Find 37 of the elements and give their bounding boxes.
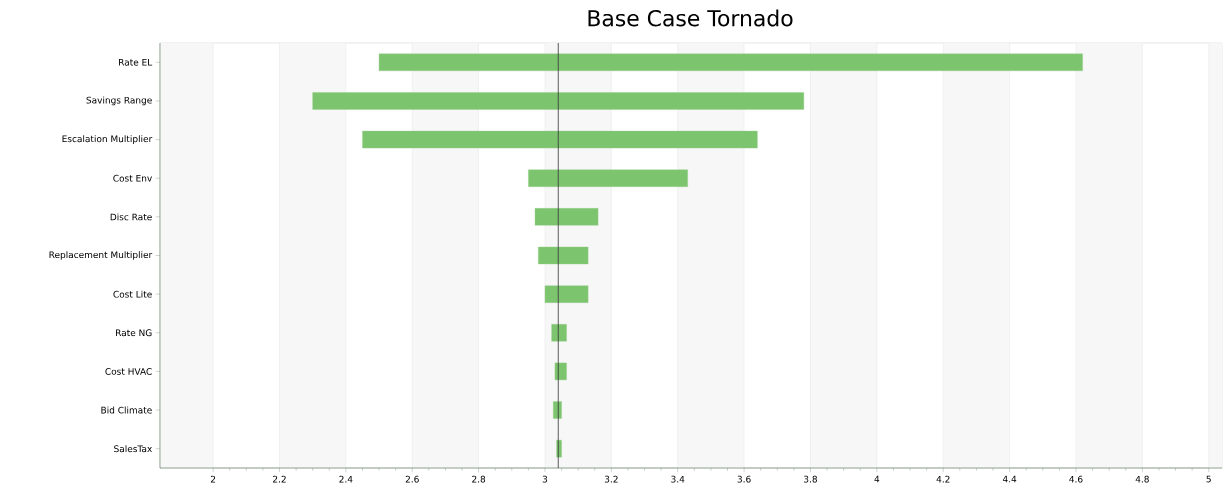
bar [551,324,567,342]
bar [554,362,567,381]
y-tick-label: Replacement Multiplier [49,251,153,260]
y-tick-label: Bid Climate [101,406,152,414]
x-tick-label: 4.6 [1069,475,1083,483]
y-tick-label: Rate EL [119,58,153,66]
y-tick-label: Cost Env [113,174,152,182]
x-tick-label: 2.8 [472,475,486,483]
x-tick-label: 3.8 [804,475,817,483]
x-tick-label: 2 [210,475,216,483]
bar [362,130,758,149]
chart-title: Base Case Tornado [588,9,793,27]
x-tick-label: 3.6 [737,475,751,483]
bar [378,53,1083,72]
x-tick-label: 3 [542,475,548,483]
x-tick-label: 2.2 [273,475,286,483]
x-tick-label: 4.2 [936,475,950,483]
x-tick-label: 3.4 [671,475,685,483]
y-tick-label: Cost HVAC [105,368,152,375]
y-tick-label: Escalation Multiplier [62,135,153,144]
y-tick-label: SalesTax [114,445,152,453]
bar [312,92,805,110]
bar [528,169,688,187]
bar [534,208,599,226]
y-tick-label: Disc Rate [110,213,152,221]
x-tick-label: 5 [1206,475,1211,483]
x-tick-label: 3.2 [604,475,618,483]
y-tick-label: Rate NG [116,329,152,337]
x-tick-label: 4.4 [1002,475,1017,483]
x-tick-label: 2.4 [339,475,353,483]
x-tick-label: 4 [874,475,880,483]
bar [544,285,589,303]
x-tick-label: 2.6 [405,475,419,483]
bar [538,246,589,265]
x-tick-label: 4.8 [1135,475,1149,483]
y-tick-label: Savings Range [86,96,152,106]
y-tick-label: Cost Lite [113,290,152,298]
